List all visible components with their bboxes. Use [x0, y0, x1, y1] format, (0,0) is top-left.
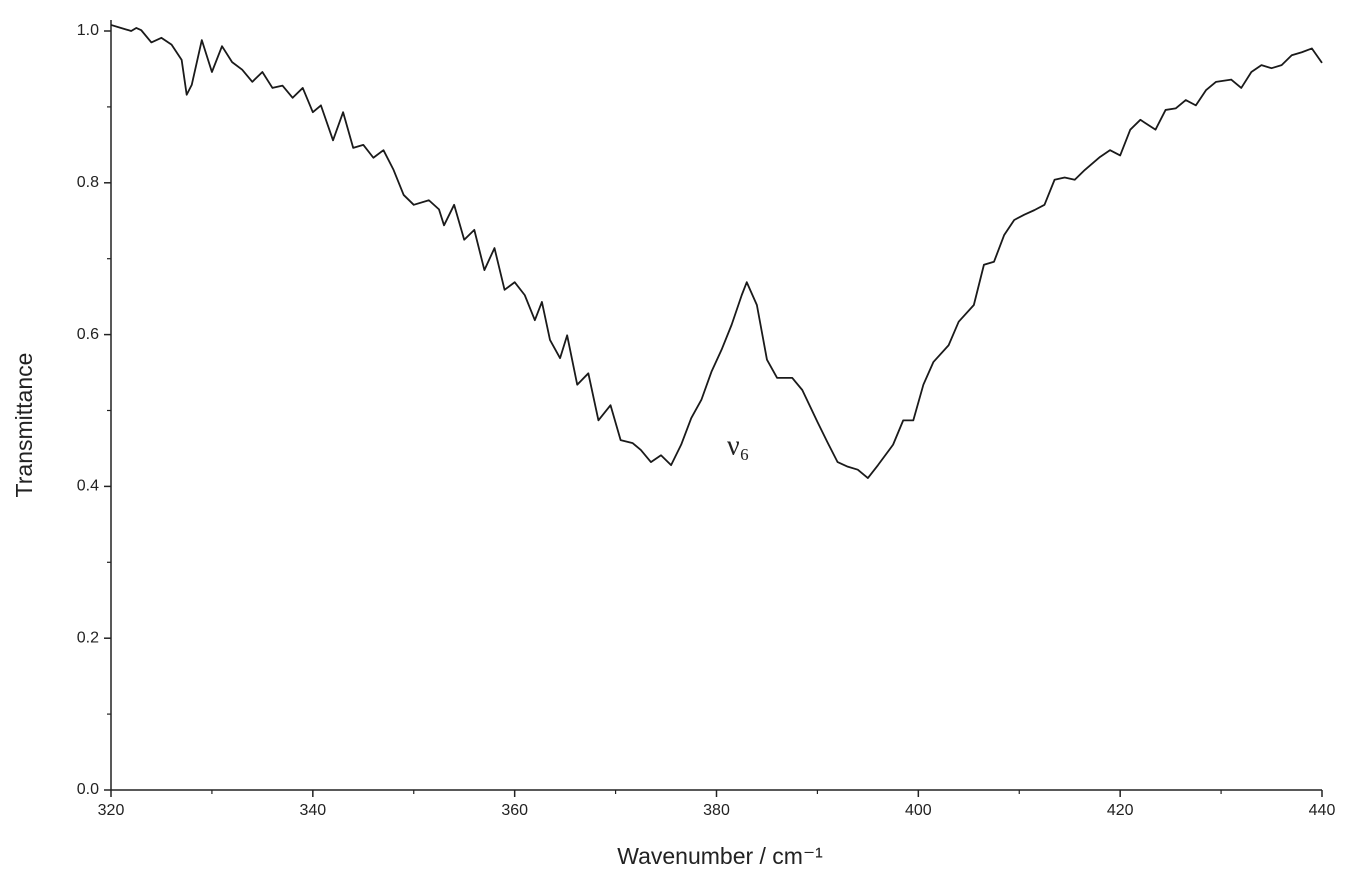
y-tick-label: 0.6 — [77, 326, 99, 343]
x-tick-label: 420 — [1107, 802, 1134, 819]
y-tick-label: 1.0 — [77, 22, 99, 39]
x-tick-label: 360 — [501, 802, 528, 819]
annotation: ν₆ — [727, 430, 749, 461]
x-tick-label: 340 — [299, 802, 326, 819]
y-tick-label: 0.0 — [77, 781, 99, 798]
x-tick-label: 320 — [98, 802, 125, 819]
spectrum-line — [110, 24, 1323, 479]
x-axis-title: Wavenumber / cm⁻¹ — [617, 843, 823, 869]
y-axis-title: Transmittance — [11, 353, 37, 498]
y-tick-label: 0.8 — [77, 174, 99, 191]
x-tick-label: 440 — [1309, 802, 1336, 819]
y-tick-label: 0.4 — [77, 478, 99, 495]
x-tick-label: 400 — [905, 802, 932, 819]
x-tick-label: 380 — [703, 802, 730, 819]
y-tick-label: 0.2 — [77, 629, 99, 646]
